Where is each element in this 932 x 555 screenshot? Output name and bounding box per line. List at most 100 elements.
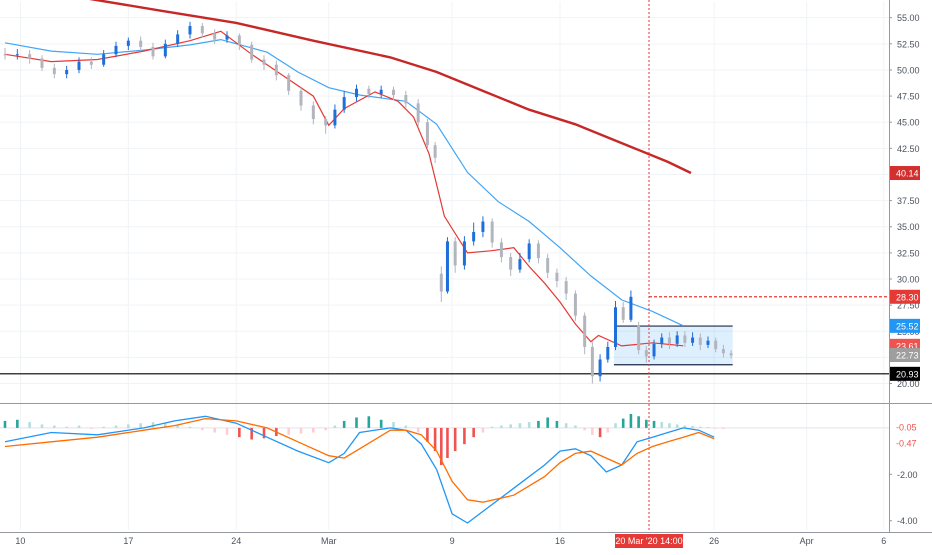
macd-bar-57 [614, 423, 617, 428]
macd-bar-52 [574, 425, 577, 428]
candle-body-30 [367, 88, 371, 94]
macd-bar-62 [652, 420, 656, 428]
candle-body-4 [52, 67, 56, 75]
candle-body-44 [499, 242, 503, 258]
x-tick-label-0: 10 [15, 536, 25, 546]
macd-bar-56 [606, 427, 610, 433]
price-badge-3 [890, 348, 920, 363]
macd-bar-36 [433, 427, 437, 452]
macd-bar-50 [555, 420, 559, 428]
macd-bar-42 [481, 427, 485, 433]
candle-body-10 [126, 40, 130, 46]
macd-bar-17 [213, 427, 216, 433]
macd-bar-8 [102, 426, 105, 428]
y-tick-label-8: 35.00 [897, 222, 920, 232]
macd-bar-34 [416, 427, 420, 433]
y-tick-label-4: 45.00 [897, 118, 920, 128]
macd-bar-70 [714, 427, 718, 429]
macd-bar-14 [176, 425, 179, 428]
macd-bar-40 [463, 427, 466, 445]
ma_fast-line [4, 30, 684, 347]
crosshair-x-badge [615, 534, 683, 548]
price-badge-label-1: 25.52 [896, 321, 919, 331]
candle-body-64 [667, 337, 671, 344]
macd-bar-39 [453, 427, 457, 452]
signal-line [4, 417, 715, 503]
candle-body-35 [425, 122, 429, 146]
x-tick-label-1: 17 [123, 536, 133, 546]
y-tick-label-7: 37.50 [897, 196, 920, 206]
candle-body-29 [355, 88, 358, 98]
candle-body-57 [614, 307, 617, 347]
crosshair-x-badge-label: 20 Mar '20 14:00 [615, 536, 682, 546]
candle-body-43 [490, 221, 494, 243]
candle-body-19 [237, 35, 241, 45]
candle-body-9 [114, 45, 118, 55]
macd-bar-16 [201, 427, 204, 431]
candle-body-28 [342, 97, 346, 110]
candle-body-26 [324, 119, 328, 126]
macd-y-tick-label-0: -2.00 [897, 470, 918, 480]
candle-body-49 [546, 258, 550, 273]
macd-bar-45 [509, 424, 512, 428]
macd-bar-20 [250, 427, 253, 440]
candle-body-68 [698, 337, 702, 345]
y-tick-label-3: 47.50 [897, 92, 920, 102]
candle-body-67 [691, 337, 695, 343]
candle-body-31 [379, 89, 383, 94]
macd-bar-54 [591, 427, 594, 435]
candle-body-34 [416, 103, 420, 123]
macd-bar-29 [355, 417, 358, 428]
x-tick-label-2: 24 [231, 536, 241, 546]
y-tick-label-0: 55.00 [897, 13, 920, 23]
macd-bar-33 [404, 425, 408, 428]
macd-bar-19 [238, 427, 241, 438]
candle-body-12 [151, 46, 155, 57]
macd-badge-label-0: -0.05 [896, 423, 917, 433]
candle-body-17 [213, 33, 217, 40]
macd-bar-69 [706, 427, 710, 428]
candle-body-46 [518, 259, 522, 270]
y-tick-label-10: 30.00 [897, 275, 920, 285]
y-tick-label-1: 52.50 [897, 39, 920, 49]
macd-bar-59 [629, 413, 633, 428]
candle-body-71 [721, 349, 725, 354]
macd-bar-67 [691, 426, 694, 428]
candle-body-3 [40, 58, 44, 68]
candle-body-58 [621, 307, 625, 320]
macd-bar-61 [645, 419, 648, 428]
price-badge-label-3: 22.73 [896, 351, 919, 361]
macd-bar-53 [583, 427, 586, 431]
x-tick-label-8: 6 [881, 536, 886, 546]
price-badge-label-4: 20.93 [896, 369, 919, 379]
macd-bar-63 [660, 422, 664, 428]
macd-line [4, 415, 715, 524]
price-badge-label-2: 23.61 [896, 341, 919, 351]
y-tick-label-2: 50.00 [897, 65, 920, 75]
x-tick-label-4: 9 [450, 536, 455, 546]
candle-body-27 [333, 109, 337, 126]
candle-body-32 [392, 89, 395, 96]
macd-bar-30 [367, 416, 371, 428]
price-badge-4 [890, 366, 920, 381]
candle-body-59 [629, 296, 633, 320]
macd-bar-9 [114, 425, 118, 428]
candle-body-48 [536, 243, 540, 259]
macd-bar-5 [65, 426, 68, 428]
price-badge-label-0: 40.14 [896, 169, 919, 179]
candle-body-62 [652, 343, 656, 357]
candle-body-53 [583, 315, 587, 347]
candle-body-65 [675, 335, 679, 344]
price-badge-0 [890, 166, 920, 181]
macd-bar-0 [3, 420, 7, 428]
macd-bar-12 [151, 422, 155, 428]
macd-bar-3 [40, 424, 44, 428]
macd-bar-11 [139, 423, 142, 428]
macd-bar-18 [225, 427, 229, 435]
macd-bar-71 [722, 427, 725, 430]
macd-y-tick-label-1: -4.00 [897, 516, 918, 526]
candle-body-21 [262, 59, 266, 65]
candle-body-45 [509, 257, 513, 270]
